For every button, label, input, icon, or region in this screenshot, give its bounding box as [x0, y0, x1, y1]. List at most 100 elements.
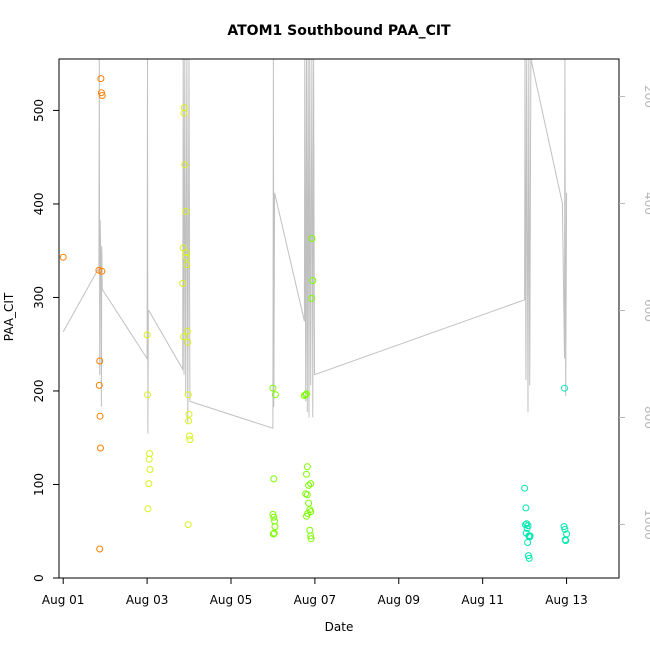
data-point — [524, 539, 532, 546]
x-tick-label: Aug 01 — [42, 593, 85, 607]
data-point — [306, 526, 314, 534]
data-point — [180, 109, 188, 117]
data-point — [182, 207, 190, 215]
data-point — [179, 279, 187, 287]
data-point — [97, 89, 105, 97]
x-tick-label: Aug 09 — [378, 593, 421, 607]
data-point — [307, 480, 315, 488]
data-point — [523, 524, 531, 532]
x-tick-label: Aug 03 — [126, 593, 169, 607]
y2-tick-label: 200 — [642, 85, 650, 108]
data-point — [59, 253, 67, 261]
data-point — [562, 537, 570, 545]
data-point — [303, 491, 311, 499]
data-point — [525, 554, 533, 562]
y-tick-label: 100 — [32, 473, 46, 496]
x-tick-label: Aug 11 — [461, 593, 504, 607]
data-point — [300, 392, 308, 400]
data-point — [186, 432, 193, 440]
y2-tick-label: 400 — [642, 192, 650, 215]
data-point — [183, 327, 191, 335]
data-point — [522, 504, 530, 512]
y2-tick-label: 600 — [642, 299, 650, 322]
data-point — [270, 475, 278, 483]
y-tick-label: 500 — [32, 99, 46, 122]
data-point — [523, 520, 531, 528]
data-point — [309, 277, 317, 285]
data-point — [303, 470, 310, 478]
data-point — [302, 490, 310, 498]
y2-tick-label: 800 — [642, 406, 650, 429]
y-tick-label: 0 — [32, 574, 46, 582]
data-point — [563, 530, 571, 538]
data-point — [271, 391, 279, 399]
data-point — [302, 391, 310, 399]
data-point — [305, 499, 313, 507]
data-point — [182, 249, 190, 257]
data-point — [305, 481, 313, 489]
data-point — [180, 104, 188, 112]
data-point — [96, 412, 104, 420]
data-point — [526, 532, 534, 540]
data-point — [561, 525, 569, 533]
data-point — [183, 253, 190, 261]
data-point — [524, 522, 532, 530]
data-point — [560, 523, 568, 531]
data-point — [97, 444, 104, 452]
y-tick-label: 400 — [32, 192, 46, 215]
data-point — [146, 466, 154, 473]
y-axis-title: PAA_CIT — [2, 292, 16, 341]
data-point — [307, 508, 315, 516]
plot-area: Aug 01 Aug 03 Aug 05 Aug 07 Aug 09 Aug 11 Aug … — [32, 58, 650, 607]
data-point — [270, 529, 278, 537]
data-point — [181, 161, 189, 169]
x-tick-label: Aug 13 — [545, 593, 588, 607]
chart-title: ATOM1 Southbound PAA_CIT — [227, 23, 451, 39]
data-point — [184, 521, 192, 529]
data-point — [95, 266, 103, 274]
data-point — [180, 333, 188, 341]
x-axis-title: Date — [325, 620, 354, 634]
data-point — [521, 484, 529, 492]
secondary-line — [62, 59, 568, 434]
x-tick-label: Aug 07 — [294, 593, 337, 607]
data-point — [271, 523, 279, 531]
data-point — [271, 517, 279, 525]
data-point — [97, 75, 105, 83]
data-point — [146, 450, 154, 458]
data-point — [145, 480, 153, 488]
data-point — [270, 513, 278, 521]
y2-tick-label: 1000 — [642, 509, 650, 540]
data-point — [185, 417, 193, 425]
y-tick-label: 200 — [32, 380, 46, 403]
data-point — [269, 530, 277, 538]
data-point — [308, 294, 315, 302]
data-point — [183, 261, 191, 269]
data-point — [186, 436, 194, 444]
data-point — [308, 235, 316, 242]
data-point — [185, 410, 193, 418]
plot-frame — [58, 58, 620, 579]
data-point — [524, 552, 532, 560]
data-point — [96, 357, 104, 365]
data-point — [307, 532, 315, 540]
data-point — [98, 92, 106, 99]
data-point — [561, 384, 568, 392]
data-point — [144, 505, 152, 513]
data-point — [269, 384, 277, 392]
data-point — [144, 391, 151, 399]
data-point — [143, 331, 151, 339]
data-point — [98, 267, 106, 275]
data-point — [184, 338, 192, 346]
data-point — [303, 463, 311, 471]
data-point — [303, 390, 310, 398]
data-point — [184, 391, 192, 399]
data-point — [95, 381, 103, 389]
data-point — [145, 455, 153, 463]
data-point — [307, 535, 315, 543]
x-tick-label: Aug 05 — [210, 593, 253, 607]
y-tick-label: 300 — [32, 286, 46, 309]
data-point — [96, 545, 104, 553]
